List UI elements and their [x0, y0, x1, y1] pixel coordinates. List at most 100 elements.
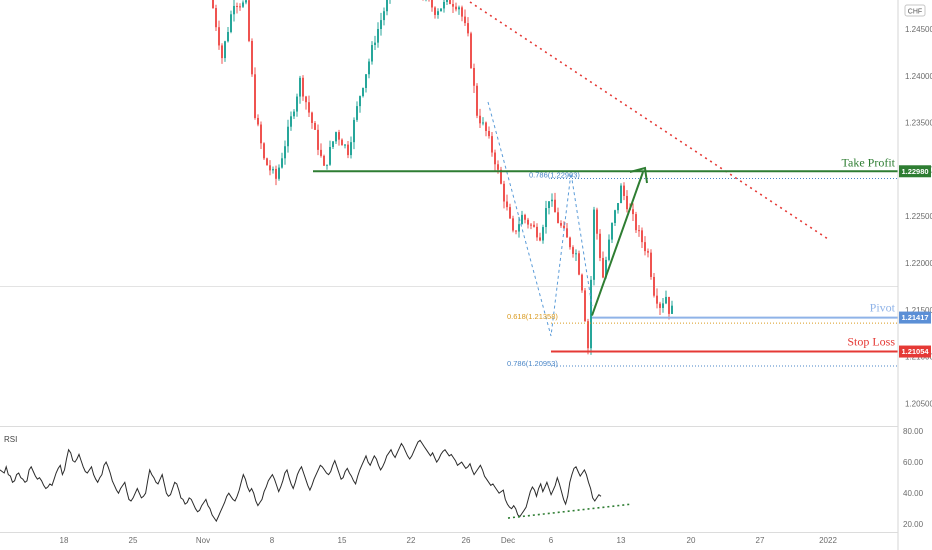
candle-body: [305, 96, 307, 103]
candle-body: [512, 218, 514, 231]
candle-body: [287, 126, 289, 147]
candle-body: [335, 132, 337, 142]
candle-body: [572, 247, 574, 254]
candle-body: [560, 223, 562, 226]
candle-body: [563, 225, 565, 229]
pattern-legs: [487, 101, 593, 337]
candle-body: [362, 87, 364, 97]
candle-body: [584, 290, 586, 322]
candle-body: [662, 303, 664, 308]
candle-body: [329, 146, 331, 165]
candle-body: [500, 169, 502, 184]
level-price-badge-text: 1.21054: [901, 347, 929, 356]
candle-body: [509, 207, 511, 219]
candle-body: [497, 164, 499, 170]
candle-body: [278, 167, 280, 179]
candle-body: [224, 41, 226, 59]
candle-body: [599, 233, 601, 258]
candle-body: [569, 237, 571, 248]
price-tick-label: 1.23500: [905, 119, 932, 128]
candle-body: [371, 45, 373, 62]
candle-body: [479, 115, 481, 124]
candle-body: [215, 8, 217, 28]
candle-body: [455, 6, 457, 10]
rsi-title: RSI: [4, 435, 17, 444]
candle-body: [548, 201, 550, 209]
fib-label-618: 0.618(1.21358): [507, 312, 558, 321]
time-tick-label: 18: [60, 536, 69, 545]
candle-body: [623, 185, 625, 196]
candle-body: [440, 8, 442, 12]
time-tick-label: 27: [756, 536, 765, 545]
time-tick-label: 20: [687, 536, 696, 545]
candle-body: [317, 129, 319, 150]
candle-body: [323, 155, 325, 166]
level-price-badge-text: 1.22980: [901, 167, 928, 176]
candle-body: [605, 259, 607, 278]
candle-body: [575, 253, 577, 255]
candle-body: [233, 5, 235, 15]
candle-body: [602, 257, 604, 278]
candle-body: [638, 230, 640, 232]
candle-body: [248, 0, 250, 41]
candle-body: [299, 77, 301, 97]
candle-body: [530, 224, 532, 226]
candle-body: [377, 29, 379, 43]
level-price-badge: [899, 311, 931, 324]
candle-body: [626, 195, 628, 210]
candles-layer: [212, 0, 673, 355]
target-arrow-head: [629, 166, 648, 184]
candle-body: [665, 296, 667, 304]
candle-body: [524, 214, 526, 220]
candle-body: [518, 224, 520, 232]
price-tick-label: 1.24000: [905, 72, 932, 81]
candle-body: [359, 96, 361, 107]
candle-body: [296, 96, 298, 112]
candle-body: [257, 117, 259, 125]
candle-body: [476, 85, 478, 116]
candle-body: [620, 185, 622, 204]
candle-body: [632, 209, 634, 215]
candle-body: [527, 219, 529, 225]
candle-body: [314, 122, 316, 130]
level-price-badge: [899, 165, 931, 178]
rsi-line: [0, 439, 602, 523]
candle-body: [275, 168, 277, 179]
candle-body: [491, 136, 493, 153]
candle-body: [293, 111, 295, 117]
candle-body: [242, 2, 244, 7]
candle-body: [659, 303, 661, 308]
candle-body: [461, 7, 463, 17]
candle-body: [320, 149, 322, 156]
candle-body: [386, 0, 388, 12]
candle-body: [668, 296, 670, 314]
candle-body: [251, 40, 253, 75]
rsi-tick-label: 40.00: [903, 489, 924, 498]
candle-body: [521, 214, 523, 225]
rsi-axis: 80.00 60.00 40.00 20.00: [903, 427, 924, 529]
candle-body: [566, 228, 568, 238]
candle-body: [236, 5, 238, 7]
currency-badge[interactable]: [904, 4, 926, 17]
time-axis: 18 25 Nov 8 15 22 26 Dec 6 13 20 27 2022: [60, 536, 838, 545]
candle-body: [458, 7, 460, 10]
rsi-pane: [0, 439, 633, 523]
time-tick-label: 8: [270, 536, 275, 545]
stop-loss-label: Stop Loss: [847, 335, 895, 349]
candle-body: [374, 42, 376, 46]
candle-body: [617, 203, 619, 211]
candle-body: [245, 0, 247, 3]
candle-body: [239, 6, 241, 8]
candle-body: [542, 227, 544, 241]
candle-body: [272, 168, 274, 171]
time-tick-label: Dec: [501, 536, 515, 545]
candle-body: [656, 295, 658, 304]
candle-body: [611, 222, 613, 240]
price-tick-label: 1.24500: [905, 25, 932, 34]
candle-body: [326, 164, 328, 166]
time-tick-label: 26: [462, 536, 471, 545]
candle-body: [356, 106, 358, 120]
candle-body: [221, 45, 223, 59]
candle-body: [482, 122, 484, 124]
price-tick-label: 1.22000: [905, 259, 932, 268]
